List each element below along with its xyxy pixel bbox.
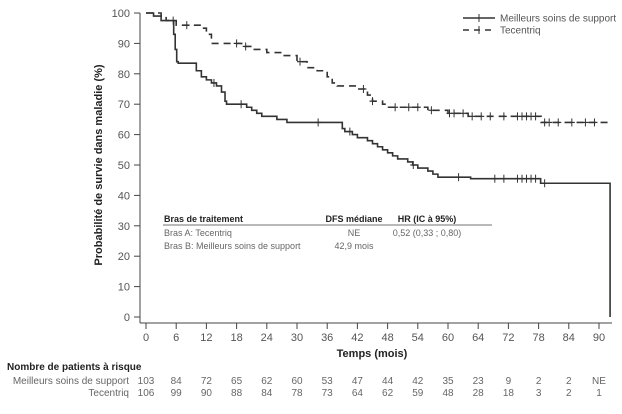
risk-count: 42 <box>412 376 424 387</box>
x-tick-label: 12 <box>200 332 212 344</box>
x-tick-label: 18 <box>230 332 242 344</box>
summary-cell: NE <box>348 228 361 238</box>
x-tick-label: 0 <box>143 332 149 344</box>
x-axis-ticks: 0 6 12 18 24 30 36 42 48 54 60 64 72 78 84 90 <box>143 323 605 344</box>
y-tick-label: 90 <box>118 38 130 50</box>
x-tick-label: 84 <box>563 332 575 344</box>
risk-count: 62 <box>261 376 273 387</box>
x-tick-label: 42 <box>351 332 363 344</box>
x-tick-label: 72 <box>502 332 514 344</box>
risk-count: 64 <box>352 388 364 399</box>
x-tick-label: 64 <box>472 332 484 344</box>
y-tick-label: 60 <box>118 130 130 142</box>
y-tick-label: 30 <box>118 221 130 233</box>
y-tick-label: 20 <box>118 251 130 263</box>
risk-count: 35 <box>442 376 454 387</box>
y-axis-title: Probabilité de survie dans maladie (%) <box>93 64 105 265</box>
risk-count: 84 <box>261 388 273 399</box>
risk-row-label: Tecentriq <box>88 388 129 399</box>
risk-table: Nombre de patients à risque Meilleurs soi… <box>7 362 606 399</box>
risk-count: 65 <box>231 376 243 387</box>
x-tick-label: 60 <box>442 332 454 344</box>
summary-cell: Bras A: Tecentriq <box>164 228 232 238</box>
summary-cell: 0,52 (0,33 ; 0,80) <box>393 228 462 238</box>
risk-count: 90 <box>201 388 213 399</box>
x-axis-title: Temps (mois) <box>337 348 408 360</box>
risk-count: 53 <box>322 376 334 387</box>
series-line-bsc <box>146 12 611 317</box>
risk-count: 18 <box>503 388 515 399</box>
risk-count: 103 <box>138 376 155 387</box>
risk-count: 60 <box>291 376 303 387</box>
x-tick-label: 48 <box>381 332 393 344</box>
y-tick-label: 0 <box>124 312 130 324</box>
x-tick-label: 6 <box>173 332 179 344</box>
y-tick-label: 70 <box>118 99 130 111</box>
summary-cell: 42,9 mois <box>334 241 374 251</box>
x-tick-label: 24 <box>261 332 273 344</box>
risk-count: 78 <box>291 388 303 399</box>
y-tick-label: 100 <box>112 8 130 20</box>
risk-count: 2 <box>536 376 542 387</box>
risk-count: 23 <box>473 376 485 387</box>
risk-count: 1 <box>596 388 602 399</box>
y-tick-label: 10 <box>118 282 130 294</box>
risk-count: 9 <box>506 376 512 387</box>
risk-count: 88 <box>231 388 243 399</box>
risk-count: 73 <box>322 388 334 399</box>
y-axis-ticks: 0 10 20 30 40 50 60 70 80 90 100 <box>112 8 140 324</box>
series-line-tecentriq <box>146 12 610 124</box>
legend-label: Tecentriq <box>500 26 541 37</box>
risk-count: 72 <box>201 376 213 387</box>
risk-count: 28 <box>473 388 485 399</box>
risk-count: 99 <box>171 388 183 399</box>
summary-header: Bras de traitement <box>164 214 243 224</box>
legend-label: Meilleurs soins de support <box>500 14 616 25</box>
summary-header: HR (IC à 95%) <box>398 214 457 224</box>
risk-count: 84 <box>171 376 183 387</box>
x-tick-label: 54 <box>412 332 424 344</box>
risk-count: 62 <box>382 388 394 399</box>
risk-row-label: Meilleurs soins de support <box>13 376 129 387</box>
x-tick-label: 36 <box>321 332 333 344</box>
x-tick-label: 90 <box>593 332 605 344</box>
risk-count: 3 <box>536 388 542 399</box>
risk-count: 48 <box>442 388 454 399</box>
risk-count: 44 <box>382 376 394 387</box>
risk-count: 47 <box>352 376 364 387</box>
risk-count: NE <box>592 376 606 387</box>
summary-header: DFS médiane <box>325 214 382 224</box>
risk-count: 106 <box>138 388 155 399</box>
x-tick-label: 30 <box>291 332 303 344</box>
risk-table-title: Nombre de patients à risque <box>7 362 142 373</box>
y-tick-label: 40 <box>118 190 130 202</box>
risk-count: 2 <box>566 388 572 399</box>
risk-count: 2 <box>566 376 572 387</box>
y-tick-label: 80 <box>118 69 130 81</box>
risk-count: 59 <box>412 388 424 399</box>
summary-table: Bras de traitement DFS médiane HR (IC à 95… <box>163 214 492 251</box>
y-tick-label: 50 <box>118 160 130 172</box>
x-tick-label: 78 <box>532 332 544 344</box>
survival-curves <box>146 12 611 317</box>
axes <box>139 13 612 324</box>
summary-cell: Bras B: Meilleurs soins de support <box>164 241 301 251</box>
